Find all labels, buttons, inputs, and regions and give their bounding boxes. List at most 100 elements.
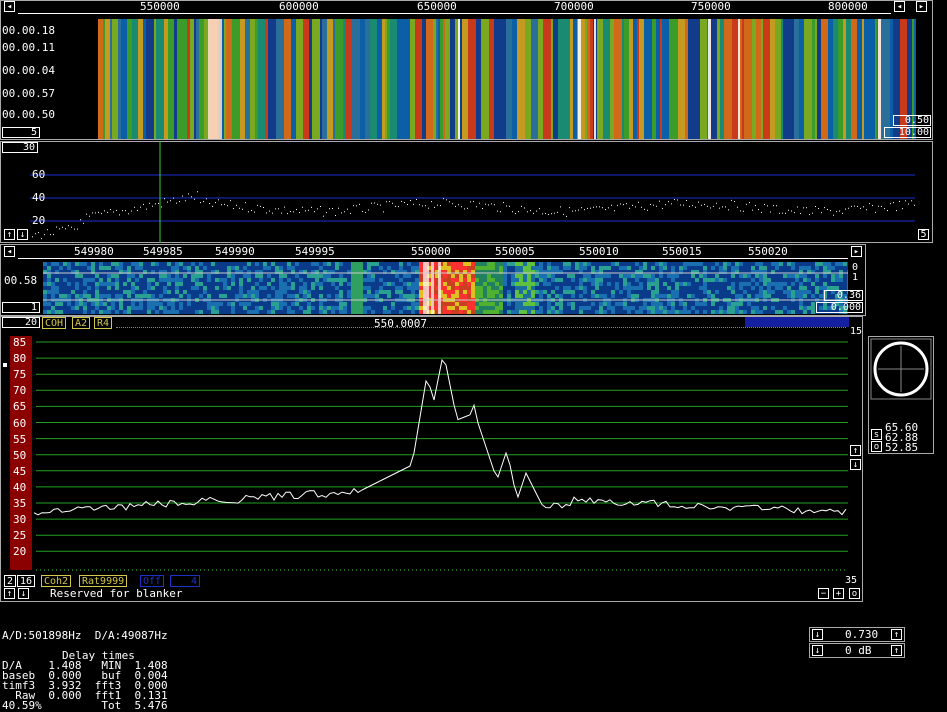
mid-waterfall-cell [767, 274, 771, 278]
scroll-right-button[interactable]: ▸ [916, 1, 927, 12]
waterfall-stripe [838, 19, 843, 139]
waterfall-stripe [512, 19, 517, 139]
mid-waterfall-cell [647, 266, 651, 270]
waterfall-stripe [570, 19, 573, 139]
mid-waterfall-cell [743, 274, 747, 278]
mid-waterfall-cell [803, 282, 807, 286]
control-2-up-button[interactable]: ↑ [891, 645, 902, 656]
mid-waterfall-cell [671, 266, 675, 270]
mid-waterfall-cell [307, 274, 311, 278]
tag-coh[interactable]: COH [42, 317, 67, 329]
top-spectrum-down-button[interactable]: ↓ [17, 229, 28, 240]
main-spectrum-left-box[interactable]: 20 [2, 317, 40, 328]
mid-waterfall-cell [643, 306, 647, 310]
mid-waterfall-cell [523, 282, 527, 286]
mid-waterfall-cell [767, 310, 771, 314]
scroll-left-button-2[interactable]: ◂ [894, 1, 905, 12]
mid-waterfall-cell [131, 310, 135, 314]
mid-left-box[interactable]: 1 [2, 302, 40, 313]
waterfall-stripe [460, 19, 462, 139]
mid-waterfall-cell [163, 266, 167, 270]
mid-waterfall-cell [467, 306, 471, 310]
mid-scroll-right-button[interactable]: ▸ [851, 246, 862, 257]
mid-waterfall-cell [695, 302, 699, 306]
mid-waterfall-cell [691, 266, 695, 270]
blanker-minus-button[interactable]: − [818, 588, 829, 599]
main-down-button[interactable]: ↓ [850, 459, 861, 470]
mid-scroll-left-button[interactable]: ◂ [4, 246, 15, 257]
spectrum-dot [221, 204, 222, 206]
mid-waterfall-cell [463, 302, 467, 306]
mid-waterfall-cell [351, 270, 355, 274]
mid-waterfall-cell [603, 290, 607, 294]
mid-waterfall-cell [243, 302, 247, 306]
tag-a2[interactable]: A2 [72, 317, 91, 329]
scroll-left-button[interactable]: ◂ [4, 1, 15, 12]
control-2-down-button[interactable]: ↓ [812, 645, 823, 656]
mid-waterfall-cell [95, 278, 99, 282]
blanker-up-button[interactable]: ↑ [4, 588, 15, 599]
mid-right-value-2[interactable]: 0.000 [816, 302, 863, 313]
mid-waterfall-cell [167, 282, 171, 286]
blanker-plus-button[interactable]: + [833, 588, 844, 599]
bottom-tag-rat[interactable]: Rat9999 [79, 575, 128, 587]
waterfall-stripe [851, 19, 857, 139]
main-right-bottom-label: 35 [845, 575, 858, 586]
mid-waterfall-cell [419, 274, 423, 278]
bottom-tag-off[interactable]: Off [140, 575, 165, 587]
mid-waterfall-cell [627, 286, 631, 290]
mid-waterfall-cell [707, 274, 711, 278]
blue-marker-bar[interactable] [745, 317, 849, 327]
top-right-value-2[interactable]: 10.00 [884, 127, 931, 138]
mid-waterfall-cell [815, 286, 819, 290]
mid-waterfall-cell [503, 274, 507, 278]
mid-waterfall-cell [131, 294, 135, 298]
mid-waterfall-cell [835, 270, 839, 274]
mid-waterfall-cell [371, 294, 375, 298]
mid-waterfall-cell [387, 294, 391, 298]
mid-waterfall-cell [603, 274, 607, 278]
mid-waterfall-cell [147, 282, 151, 286]
mid-waterfall-cell [779, 286, 783, 290]
mid-waterfall-cell [527, 302, 531, 306]
control-1-up-button[interactable]: ↑ [891, 629, 902, 640]
top-spectrum-right-box[interactable]: 5 [918, 229, 929, 240]
top-spectrum-left-box[interactable]: 30 [2, 142, 38, 153]
bottom-tag-16[interactable]: 16 [17, 575, 36, 587]
mid-waterfall-cell [507, 294, 511, 298]
mid-waterfall-cell [615, 286, 619, 290]
main-up-button[interactable]: ↑ [850, 445, 861, 456]
mid-waterfall-cell [587, 310, 591, 314]
main-y-scale-bar[interactable] [10, 336, 32, 570]
blanker-down-button[interactable]: ↓ [18, 588, 29, 599]
mid-waterfall-cell [523, 274, 527, 278]
mid-right-value-1[interactable]: 0.36 [824, 290, 863, 301]
mid-waterfall-cell [655, 302, 659, 306]
mid-waterfall-cell [479, 262, 483, 266]
waterfall-stripe [258, 19, 265, 139]
mid-waterfall-cell [667, 290, 671, 294]
mid-waterfall-cell [715, 310, 719, 314]
mid-waterfall-cell [371, 282, 375, 286]
control-1-down-button[interactable]: ↓ [812, 629, 823, 640]
waterfall-stripe [377, 19, 382, 139]
tag-r4[interactable]: R4 [94, 317, 113, 329]
mid-waterfall-cell [495, 262, 499, 266]
mid-waterfall-cell [107, 266, 111, 270]
bottom-tag-coh2[interactable]: Coh2 [41, 575, 72, 587]
meter-o-button[interactable]: o [871, 441, 882, 452]
mid-waterfall-cell [507, 266, 511, 270]
mid-waterfall-cell [695, 294, 699, 298]
mid-waterfall-cell [155, 262, 159, 266]
top-left-count-box[interactable]: 5 [2, 127, 40, 138]
bottom-tag-2[interactable]: 2 [4, 575, 17, 587]
mid-waterfall-cell [787, 266, 791, 270]
top-spectrum-up-button[interactable]: ↑ [4, 229, 15, 240]
mid-waterfall-cell [819, 270, 823, 274]
mid-waterfall-cell [783, 262, 787, 266]
mid-waterfall-cell [247, 310, 251, 314]
top-right-value-1[interactable]: 0.50 [893, 115, 931, 126]
bottom-tag-4[interactable]: 4 [170, 575, 200, 587]
meter-s-button[interactable]: s [871, 429, 882, 440]
blanker-o-button[interactable]: o [849, 588, 860, 599]
